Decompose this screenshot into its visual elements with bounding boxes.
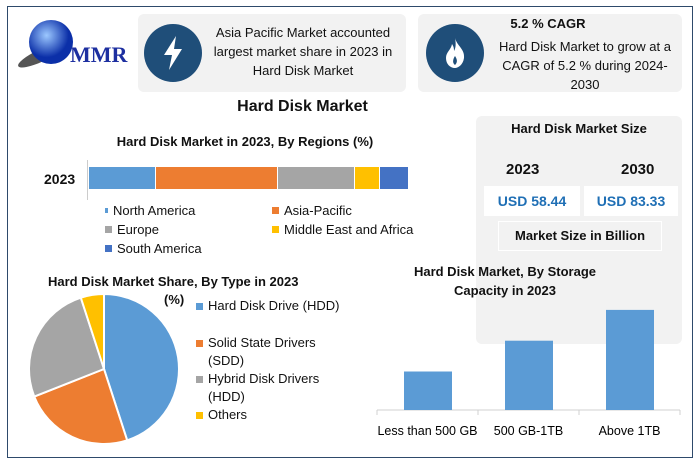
- x-tick-label: 500 GB-1TB: [494, 424, 563, 438]
- market-size-card: Hard Disk Market Size 2023 2030 USD 58.4…: [476, 116, 682, 344]
- regions-legend-item: North America: [105, 203, 195, 218]
- legend-label: Asia-Pacific: [284, 203, 352, 218]
- storage-bar: [404, 371, 452, 410]
- legend-swatch: [105, 226, 112, 233]
- regions-category-label: 2023: [44, 171, 76, 187]
- main-title: Hard Disk Market: [237, 98, 368, 115]
- legend-label: Others: [208, 407, 248, 422]
- legend-label: North America: [113, 203, 196, 218]
- regions-legend-item: Asia-Pacific: [272, 203, 352, 218]
- pie-slice-0: [103, 292, 180, 442]
- pie-slice-2: [28, 296, 106, 398]
- legend-swatch: [105, 208, 108, 213]
- regions-segment-middle-east-and-africa: [354, 167, 381, 189]
- pie-legend-item: Hybrid Disk Drivers (HDD): [196, 370, 319, 406]
- regions-segment-south-america: [380, 167, 409, 189]
- legend-label: South America: [117, 241, 202, 256]
- legend-swatch: [196, 412, 203, 419]
- regions-axis: [87, 160, 88, 200]
- legend-swatch: [196, 303, 203, 310]
- asia-pacific-card: Asia Pacific Market accounted largest ma…: [138, 14, 406, 92]
- logo-text: MMR: [70, 42, 128, 67]
- pie-chart-title: Hard Disk Market Share, By Type in 2023: [48, 274, 299, 289]
- regions-segment-europe: [277, 167, 355, 189]
- legend-label: Europe: [117, 222, 159, 237]
- x-tick-label: Above 1TB: [599, 424, 661, 438]
- asia-pacific-text: Asia Pacific Market accounted largest ma…: [213, 25, 393, 78]
- legend-swatch: [196, 340, 203, 347]
- legend-swatch: [196, 376, 203, 383]
- regions-stacked-bar: [89, 167, 409, 189]
- storage-bar: [505, 340, 553, 410]
- legend-swatch: [272, 207, 279, 214]
- regions-legend-item: South America: [105, 241, 202, 256]
- pie-legend-item: Others: [196, 406, 247, 424]
- storage-chart-title: Hard Disk Market, By Storage Capacity in…: [413, 264, 597, 298]
- market-size-unit: Market Size in Billion: [498, 221, 662, 251]
- pie-chart-title-unit: (%): [164, 292, 185, 307]
- regions-legend-item: Europe: [105, 222, 159, 237]
- legend-swatch: [105, 245, 112, 252]
- pie-legend-item: Solid State Drivers (SDD): [196, 334, 316, 370]
- legend-label: Hybrid Disk Drivers (HDD): [208, 371, 320, 404]
- year-2023-label: 2023: [506, 161, 540, 178]
- logo: MMR: [12, 12, 142, 72]
- pie-slice-3: [79, 292, 105, 370]
- cagr-card: 5.2 % CAGR Hard Disk Market to grow at a…: [418, 14, 682, 92]
- storage-bar-chart: Less than 500 GB 500 GB-1TB Above 1TB: [376, 309, 681, 438]
- regions-segment-north-america: [89, 167, 157, 189]
- flame-icon: [426, 24, 484, 82]
- value-2023: USD 58.44: [484, 186, 580, 216]
- pie-legend-item: Hard Disk Drive (HDD): [196, 297, 339, 315]
- legend-label: Middle East and Africa: [284, 222, 414, 237]
- globe-icon: [18, 20, 73, 68]
- legend-label: Solid State Drivers (SDD): [208, 335, 316, 368]
- x-tick-label: Less than 500 GB: [377, 424, 477, 438]
- regions-segment-asia-pacific: [156, 167, 278, 189]
- storage-bar: [606, 309, 654, 410]
- infographic-frame: [7, 6, 693, 458]
- cagr-text: Hard Disk Market to grow at a CAGR of 5.…: [499, 39, 671, 92]
- year-2030-label: 2030: [621, 161, 655, 178]
- legend-label: Hard Disk Drive (HDD): [208, 298, 340, 313]
- pie-chart: [28, 292, 180, 445]
- market-size-title: Hard Disk Market Size: [511, 121, 647, 136]
- legend-swatch: [272, 226, 279, 233]
- value-2030: USD 83.33: [584, 186, 678, 216]
- regions-legend-item: Middle East and Africa: [272, 222, 413, 237]
- regions-chart-title: Hard Disk Market in 2023, By Regions (%): [116, 134, 374, 149]
- cagr-title: 5.2 % CAGR: [510, 16, 586, 31]
- lightning-icon: [144, 24, 202, 82]
